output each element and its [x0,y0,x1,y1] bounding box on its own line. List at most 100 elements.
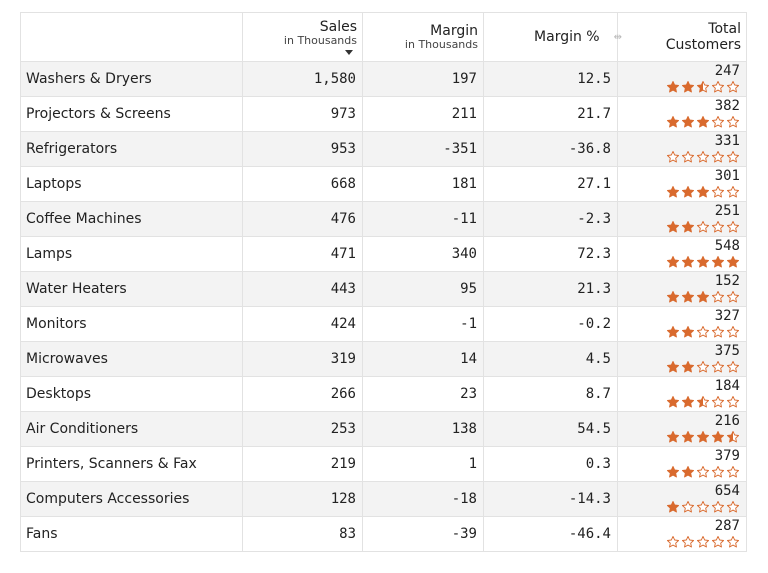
category-cell: Printers, Scanners & Fax [20,446,243,482]
star-icon [726,255,740,268]
table-row[interactable]: Printers, Scanners & Fax 219 1 0.3 379 [20,446,747,482]
sales-cell: 443 [242,271,363,307]
star-icon [681,80,695,93]
customers-cell: 548 [617,236,747,272]
star-icon [666,290,680,303]
rating-stars [666,360,740,374]
margin-pct-cell: 8.7 [483,376,618,412]
margin-cell: -18 [362,481,484,517]
star-icon [711,290,725,303]
customers-cell: 654 [617,481,747,517]
rating-stars [666,535,740,549]
star-icon [681,220,695,233]
star-icon [681,360,695,373]
table-row[interactable]: Computers Accessories 128 -18 -14.3 654 [20,481,747,517]
margin-cell: 197 [362,61,484,97]
customers-cell: 301 [617,166,747,202]
rating-stars [666,220,740,234]
category-column-header[interactable] [20,12,243,62]
margin-pct-cell: 12.5 [483,61,618,97]
star-icon [711,500,725,513]
star-icon [666,360,680,373]
rating-stars [666,500,740,514]
sales-column-header[interactable]: Sales in Thousands [242,12,363,62]
category-cell: Microwaves [20,341,243,377]
table-row[interactable]: Refrigerators 953 -351 -36.8 331 [20,131,747,167]
margin-column-header[interactable]: Margin in Thousands [362,12,484,62]
customers-cell: 379 [617,446,747,482]
star-icon [681,325,695,338]
sales-cell: 128 [242,481,363,517]
customers-cell: 331 [617,131,747,167]
star-icon [681,500,695,513]
star-icon [726,325,740,338]
customers-column-header[interactable]: Total Customers [617,12,747,62]
margin-cell: 95 [362,271,484,307]
customers-cell: 375 [617,341,747,377]
margin-cell: 181 [362,166,484,202]
sales-cell: 471 [242,236,363,272]
customers-count: 654 [714,483,740,499]
margin-cell: 1 [362,446,484,482]
table-row[interactable]: Monitors 424 -1 -0.2 327 [20,306,747,342]
star-icon [696,290,710,303]
table-row[interactable]: Fans 83 -39 -46.4 287 [20,516,747,552]
star-icon [666,80,680,93]
star-icon [666,255,680,268]
table-row[interactable]: Lamps 471 340 72.3 548 [20,236,747,272]
table-row[interactable]: Air Conditioners 253 138 54.5 216 [20,411,747,447]
category-cell: Laptops [20,166,243,202]
star-icon [666,150,680,163]
margin-pct-column-header[interactable]: Margin % ⇹ [483,12,622,62]
category-cell: Desktops [20,376,243,412]
customers-cell: 152 [617,271,747,307]
star-icon [726,535,740,548]
star-icon [711,430,725,443]
total-header-label: Total [708,20,741,37]
table-row[interactable]: Washers & Dryers 1,580 197 12.5 247 [20,61,747,97]
rating-stars [666,150,740,164]
margin-cell: -351 [362,131,484,167]
column-resize-icon[interactable]: ⇹ [613,31,622,43]
star-icon [681,430,695,443]
customers-count: 382 [714,98,740,114]
margin-cell: 14 [362,341,484,377]
table-row[interactable]: Coffee Machines 476 -11 -2.3 251 [20,201,747,237]
star-icon [726,290,740,303]
sales-cell: 83 [242,516,363,552]
star-icon [696,255,710,268]
rating-stars [666,395,740,409]
star-icon [711,115,725,128]
customers-count: 375 [714,343,740,359]
star-icon [666,430,680,443]
margin-pct-cell: 21.7 [483,96,618,132]
star-icon [711,220,725,233]
category-cell: Washers & Dryers [20,61,243,97]
sort-descending-icon[interactable] [345,49,353,55]
margin-cell: 211 [362,96,484,132]
margin-pct-cell: 0.3 [483,446,618,482]
margin-pct-cell: -0.2 [483,306,618,342]
star-icon [681,115,695,128]
margin-pct-cell: 21.3 [483,271,618,307]
star-icon [696,430,710,443]
customers-cell: 247 [617,61,747,97]
table-row[interactable]: Microwaves 319 14 4.5 375 [20,341,747,377]
star-icon [681,535,695,548]
table-row[interactable]: Laptops 668 181 27.1 301 [20,166,747,202]
star-icon [726,185,740,198]
star-icon [726,150,740,163]
sales-cell: 476 [242,201,363,237]
table-row[interactable]: Water Heaters 443 95 21.3 152 [20,271,747,307]
star-icon [726,80,740,93]
star-icon [711,80,725,93]
margin-cell: 138 [362,411,484,447]
sales-cell: 266 [242,376,363,412]
sales-cell: 1,580 [242,61,363,97]
table-row[interactable]: Desktops 266 23 8.7 184 [20,376,747,412]
star-icon [681,185,695,198]
category-cell: Computers Accessories [20,481,243,517]
margin-pct-cell: 4.5 [483,341,618,377]
table-row[interactable]: Projectors & Screens 973 211 21.7 382 [20,96,747,132]
sales-cell: 253 [242,411,363,447]
